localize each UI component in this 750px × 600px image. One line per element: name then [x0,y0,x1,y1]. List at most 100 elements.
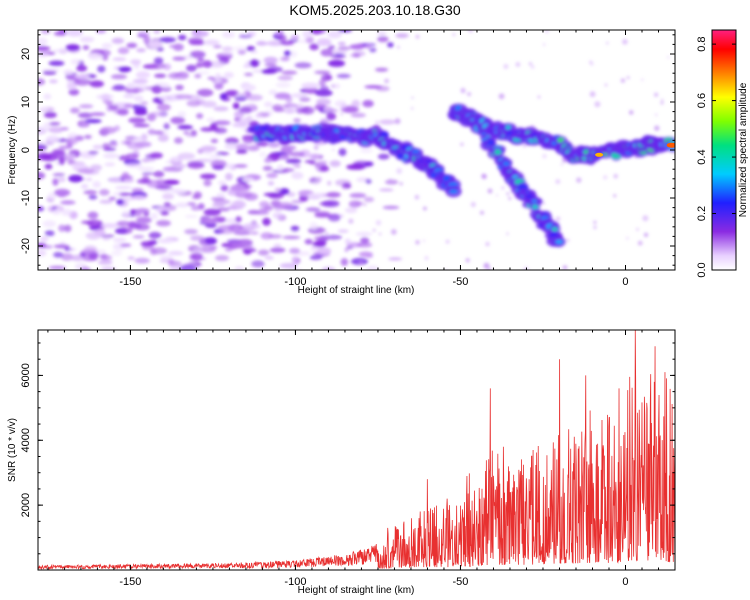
noise-speckle [346,245,354,250]
noise-speckle [219,93,228,101]
noise-speckle [272,212,283,219]
noise-speckle [271,104,283,111]
noise-speckle [215,255,229,261]
noise-speckle [213,45,222,49]
noise-speckle [320,48,333,57]
noise-speckle [150,212,158,220]
snr-data [38,330,675,570]
x-tick-label: -150 [119,576,141,588]
noise-speckle [362,99,374,108]
noise-speckle [643,232,649,237]
noise-speckle [162,166,176,172]
noise-speckle [379,119,396,125]
snr-ticks: -150 -100 -50 0 2000 4000 6000 [20,330,676,588]
noise-speckle [422,239,426,242]
noise-speckle [175,84,184,91]
noise-speckle [201,100,217,108]
noise-speckle [225,137,239,145]
noise-speckle [225,218,238,224]
noise-speckle [150,247,167,255]
noise-speckle [314,70,331,75]
noise-speckle [280,145,297,151]
noise-speckle [60,253,74,261]
noise-speckle [290,93,308,98]
noise-speckle [263,192,280,197]
noise-speckle [125,162,143,169]
noise-speckle [313,145,319,150]
noise-speckle [264,255,274,260]
noise-speckle [356,242,373,248]
noise-speckle [237,239,253,247]
noise-speckle [481,173,487,179]
noise-speckle [486,266,492,270]
noise-speckle [411,96,414,99]
noise-speckle [88,195,98,200]
noise-speckle [495,194,499,197]
noise-speckle [203,179,212,187]
noise-speckle [208,127,221,132]
noise-speckle [232,102,240,110]
noise-speckle [117,47,130,55]
noise-speckle [268,89,278,95]
noise-speckle [89,112,106,116]
noise-speckle [53,251,64,258]
noise-speckle [193,247,203,254]
snr-xlabel: Height of straight line (km) [298,585,415,596]
noise-speckle [220,51,234,55]
noise-speckle [38,242,47,248]
noise-speckle [247,210,260,215]
noise-speckle [302,30,312,39]
noise-speckle [224,143,238,150]
noise-speckle [104,162,116,167]
noise-speckle [66,77,80,81]
noise-speckle [128,221,138,229]
noise-speckle [244,245,253,251]
noise-speckle [246,94,263,101]
noise-speckle [228,223,244,232]
noise-speckle [661,99,664,102]
colorbar-tick-label: 0.0 [696,262,708,277]
noise-speckle [460,87,466,93]
noise-speckle [156,179,166,186]
noise-speckle [340,103,347,109]
noise-speckle [293,118,301,123]
noise-speckle [241,84,256,91]
noise-speckle [342,106,360,113]
noise-speckle [314,236,331,241]
noise-speckle [250,50,259,54]
noise-speckle [304,238,313,245]
noise-speckle [38,78,46,86]
noise-speckle [332,148,335,151]
noise-speckle [131,87,145,93]
noise-speckle [304,159,313,164]
noise-speckle [314,213,332,218]
noise-speckle [396,45,400,49]
noise-speckle [66,82,77,91]
spectrogram-data [38,30,675,270]
noise-speckle [49,151,67,158]
noise-speckle [222,46,233,52]
noise-speckle [163,202,171,207]
noise-speckle [108,104,119,111]
noise-speckle [235,92,247,97]
noise-speckle [267,181,275,186]
noise-speckle [258,249,270,256]
noise-speckle [369,47,377,53]
noise-speckle [238,107,253,114]
noise-speckle [327,30,342,39]
noise-speckle [216,192,226,198]
noise-speckle [115,185,132,190]
noise-speckle [262,165,273,171]
noise-speckle [43,93,52,100]
noise-speckle [395,33,409,38]
noise-speckle [53,244,70,249]
noise-speckle [119,192,132,197]
noise-speckle [52,208,61,216]
noise-speckle [555,216,561,222]
noise-speckle [249,59,260,68]
noise-speckle [232,46,248,51]
noise-speckle [49,79,58,84]
noise-speckle [327,59,346,67]
noise-speckle [277,75,293,81]
